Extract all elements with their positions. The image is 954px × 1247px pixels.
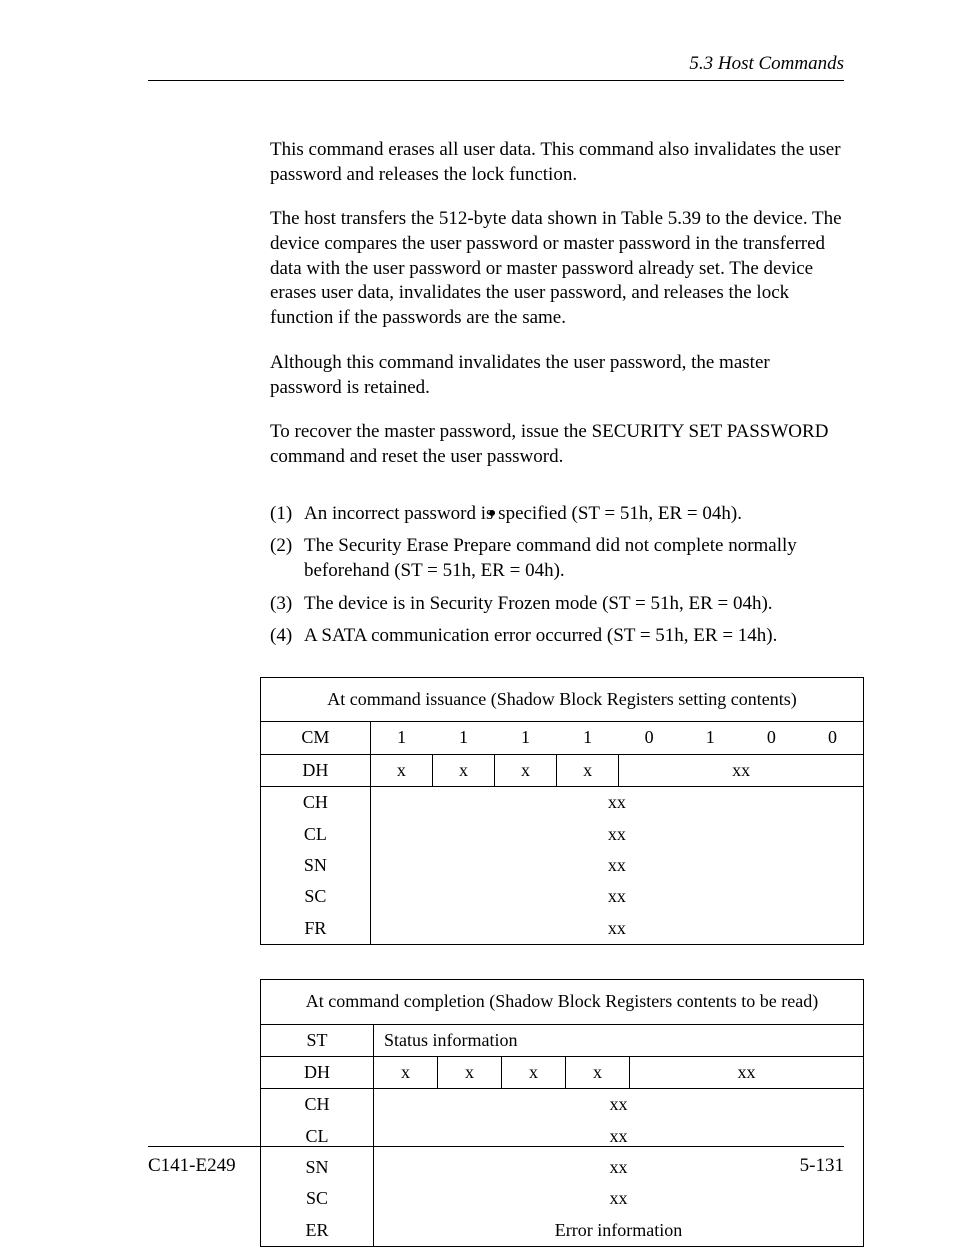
- list-number: (1): [270, 502, 304, 527]
- header-rule: [148, 80, 844, 81]
- list-number: (3): [270, 592, 304, 617]
- bit-span: xx: [374, 1183, 864, 1214]
- bit-span: xx: [370, 850, 863, 881]
- numbered-list: (1) An incorrect password is specified (…: [270, 502, 844, 649]
- table-row: SC xx: [261, 881, 864, 912]
- reg-label: DH: [261, 754, 371, 786]
- bit-cell: x: [432, 754, 494, 786]
- list-item: (2) The Security Erase Prepare command d…: [270, 534, 844, 583]
- reg-label: CH: [261, 787, 371, 819]
- table-row: DH x x x x xx: [261, 754, 864, 786]
- bit-span: xx: [370, 913, 863, 945]
- list-number: (4): [270, 624, 304, 649]
- list-item: (4) A SATA communication error occurred …: [270, 624, 844, 649]
- paragraph: This command erases all user data. This …: [270, 138, 844, 187]
- register-table-completion: At command completion (Shadow Block Regi…: [260, 979, 864, 1247]
- table-row: ER Error information: [261, 1215, 864, 1247]
- table-row: SN xx: [261, 850, 864, 881]
- bit-cell: 0: [741, 722, 802, 754]
- list-text: The Security Erase Prepare command did n…: [304, 534, 844, 583]
- bullet-icon: •: [488, 502, 496, 526]
- bit-cell: 1: [680, 722, 741, 754]
- reg-label: CM: [261, 722, 371, 754]
- list-item: (3) The device is in Security Frozen mod…: [270, 592, 844, 617]
- table-caption: At command issuance (Shadow Block Regist…: [261, 678, 864, 722]
- reg-label: CL: [261, 1121, 374, 1152]
- body-content: This command erases all user data. This …: [270, 138, 844, 1247]
- footer-page-number: 5-131: [800, 1154, 844, 1179]
- bit-cell: x: [370, 754, 432, 786]
- error-list-section: • (1) An incorrect password is specified…: [270, 502, 844, 649]
- bit-span: xx: [374, 1121, 864, 1152]
- reg-label: ST: [261, 1024, 374, 1056]
- list-text: The device is in Security Frozen mode (S…: [304, 592, 844, 617]
- reg-label: SC: [261, 881, 371, 912]
- table-caption: At command completion (Shadow Block Regi…: [261, 980, 864, 1024]
- reg-label: SN: [261, 850, 371, 881]
- bit-cell: x: [438, 1056, 502, 1088]
- bit-span: xx: [370, 787, 863, 819]
- paragraph: Although this command invalidates the us…: [270, 351, 844, 400]
- reg-label: SN: [261, 1152, 374, 1183]
- bit-span: xx: [630, 1056, 864, 1088]
- reg-label: ER: [261, 1215, 374, 1247]
- running-header: 5.3 Host Commands: [689, 52, 844, 77]
- bit-cell: x: [502, 1056, 566, 1088]
- reg-label: FR: [261, 913, 371, 945]
- list-text: An incorrect password is specified (ST =…: [304, 502, 844, 527]
- list-number: (2): [270, 534, 304, 583]
- bit-span: xx: [370, 881, 863, 912]
- bit-cell: x: [494, 754, 556, 786]
- bit-span: Error information: [374, 1215, 864, 1247]
- reg-label: CL: [261, 819, 371, 850]
- paragraph: The host transfers the 512-byte data sho…: [270, 207, 844, 330]
- bit-cell: 1: [432, 722, 494, 754]
- register-table-issuance: At command issuance (Shadow Block Regist…: [260, 677, 864, 945]
- bit-span: xx: [374, 1089, 864, 1121]
- reg-label: DH: [261, 1056, 374, 1088]
- table-row: SC xx: [261, 1183, 864, 1214]
- bit-span: Status information: [374, 1024, 864, 1056]
- bit-span: xx: [374, 1152, 864, 1183]
- table-row: CH xx: [261, 787, 864, 819]
- table-caption-row: At command issuance (Shadow Block Regist…: [261, 678, 864, 722]
- bit-cell: 1: [494, 722, 556, 754]
- list-item: (1) An incorrect password is specified (…: [270, 502, 844, 527]
- paragraph: To recover the master password, issue th…: [270, 420, 844, 469]
- bit-cell: 0: [802, 722, 864, 754]
- table-row: SN xx: [261, 1152, 864, 1183]
- table-row: CH xx: [261, 1089, 864, 1121]
- bit-cell: 0: [619, 722, 680, 754]
- bit-cell: 1: [370, 722, 432, 754]
- reg-label: CH: [261, 1089, 374, 1121]
- page: 5.3 Host Commands This command erases al…: [0, 0, 954, 1235]
- table-row: CL xx: [261, 1121, 864, 1152]
- table-row: CM 1 1 1 1 0 1 0 0: [261, 722, 864, 754]
- footer-rule: [148, 1146, 844, 1147]
- table-caption-row: At command completion (Shadow Block Regi…: [261, 980, 864, 1024]
- table-row: ST Status information: [261, 1024, 864, 1056]
- table-row: CL xx: [261, 819, 864, 850]
- bit-cell: x: [566, 1056, 630, 1088]
- reg-label: SC: [261, 1183, 374, 1214]
- bit-cell: x: [557, 754, 619, 786]
- footer-doc-id: C141-E249: [148, 1154, 236, 1179]
- bit-cell: x: [374, 1056, 438, 1088]
- bit-span: xx: [619, 754, 864, 786]
- table-row: FR xx: [261, 913, 864, 945]
- bit-span: xx: [370, 819, 863, 850]
- bit-cell: 1: [557, 722, 619, 754]
- table-row: DH x x x x xx: [261, 1056, 864, 1088]
- list-text: A SATA communication error occurred (ST …: [304, 624, 844, 649]
